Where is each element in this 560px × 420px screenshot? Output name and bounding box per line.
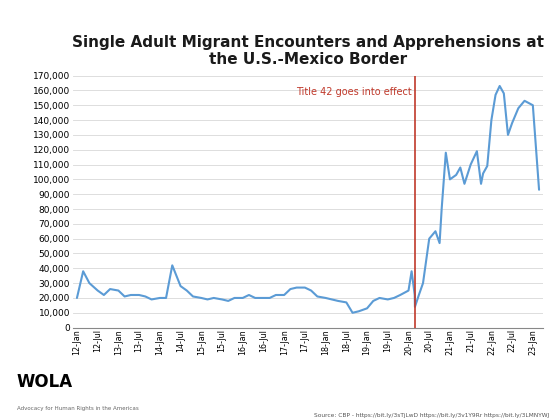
Title: Single Adult Migrant Encounters and Apprehensions at
the U.S.-Mexico Border: Single Adult Migrant Encounters and Appr… (72, 35, 544, 68)
Text: Source: CBP - https://bit.ly/3sTjLwD https://bit.ly/3v1Y9Rr https://bit.ly/3LMNY: Source: CBP - https://bit.ly/3sTjLwD htt… (314, 413, 549, 418)
Text: Title 42 goes into effect: Title 42 goes into effect (296, 87, 412, 97)
Text: Advocacy for Human Rights in the Americas: Advocacy for Human Rights in the America… (17, 406, 138, 411)
Text: WOLA: WOLA (17, 373, 73, 391)
